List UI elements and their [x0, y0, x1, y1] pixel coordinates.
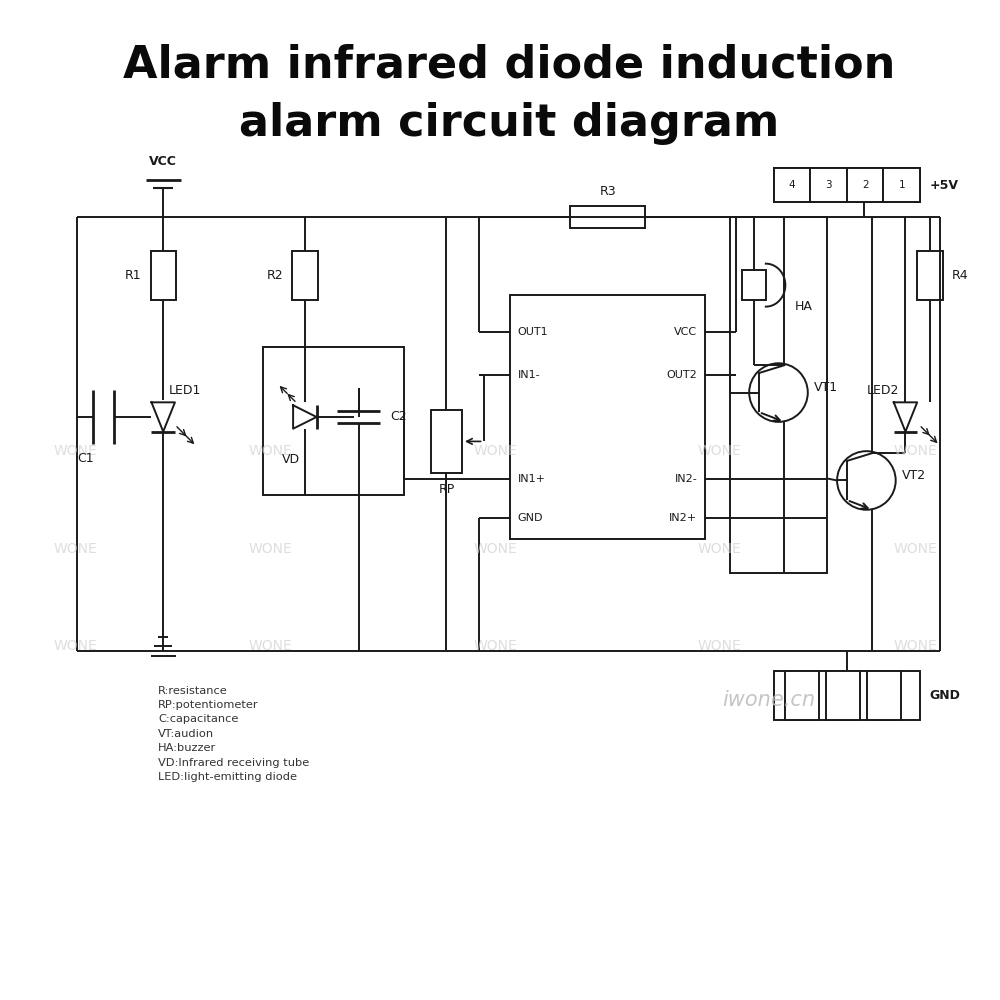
Text: WONE: WONE — [893, 639, 937, 653]
Text: 4: 4 — [789, 180, 795, 190]
Text: R3: R3 — [599, 185, 616, 198]
Text: C2: C2 — [390, 410, 406, 423]
Text: VD: VD — [282, 453, 300, 466]
Text: WONE: WONE — [473, 444, 517, 458]
Text: 3: 3 — [825, 180, 832, 190]
Text: LED1: LED1 — [169, 384, 201, 397]
Text: VT1: VT1 — [814, 381, 838, 394]
Text: WONE: WONE — [698, 444, 742, 458]
Bar — [510, 295, 705, 539]
Text: alarm circuit diagram: alarm circuit diagram — [239, 102, 779, 145]
Bar — [151, 251, 176, 300]
Bar — [263, 347, 404, 495]
Text: RP: RP — [438, 483, 455, 496]
Bar — [774, 671, 920, 720]
Text: IN2-: IN2- — [675, 474, 697, 484]
Text: HA: HA — [795, 300, 813, 313]
Text: WONE: WONE — [473, 542, 517, 556]
Text: WONE: WONE — [249, 542, 293, 556]
Bar — [292, 251, 318, 300]
Text: WONE: WONE — [698, 639, 742, 653]
Text: iwone.cn: iwone.cn — [722, 690, 815, 710]
Text: R:resistance
RP:potentiometer
C:capacitance
VT:audion
HA:buzzer
VD:Infrared rece: R:resistance RP:potentiometer C:capacita… — [158, 686, 310, 782]
Bar — [883, 168, 920, 202]
Text: IN1-: IN1- — [518, 370, 540, 380]
Text: LED2: LED2 — [867, 384, 900, 397]
Bar — [730, 217, 827, 573]
Text: OUT2: OUT2 — [667, 370, 697, 380]
Text: R2: R2 — [267, 269, 283, 282]
Bar — [570, 206, 645, 228]
Text: WONE: WONE — [53, 542, 97, 556]
Text: IN2+: IN2+ — [669, 513, 697, 523]
Text: OUT1: OUT1 — [518, 327, 548, 337]
Text: 2: 2 — [862, 180, 868, 190]
Bar — [847, 168, 883, 202]
Text: VCC: VCC — [149, 155, 177, 168]
Bar — [785, 671, 819, 720]
Text: WONE: WONE — [249, 639, 293, 653]
Text: Alarm infrared diode induction: Alarm infrared diode induction — [123, 44, 895, 87]
Text: WONE: WONE — [698, 542, 742, 556]
Text: C1: C1 — [77, 452, 93, 465]
Text: WONE: WONE — [473, 639, 517, 653]
Text: VCC: VCC — [674, 327, 697, 337]
Text: +5V: +5V — [930, 179, 959, 192]
Text: R4: R4 — [951, 269, 968, 282]
Text: WONE: WONE — [249, 444, 293, 458]
Text: VT2: VT2 — [902, 469, 926, 482]
Text: WONE: WONE — [893, 542, 937, 556]
Bar — [742, 270, 766, 300]
Text: WONE: WONE — [53, 444, 97, 458]
Bar — [826, 671, 860, 720]
Bar — [431, 410, 462, 473]
Bar — [810, 168, 847, 202]
Text: 1: 1 — [898, 180, 905, 190]
Text: WONE: WONE — [893, 444, 937, 458]
Bar — [774, 168, 920, 202]
Bar — [867, 671, 901, 720]
Text: GND: GND — [930, 689, 961, 702]
Text: GND: GND — [518, 513, 543, 523]
Text: IN1+: IN1+ — [518, 474, 546, 484]
Bar — [774, 168, 810, 202]
Text: WONE: WONE — [53, 639, 97, 653]
Bar — [917, 251, 943, 300]
Text: R1: R1 — [125, 269, 142, 282]
